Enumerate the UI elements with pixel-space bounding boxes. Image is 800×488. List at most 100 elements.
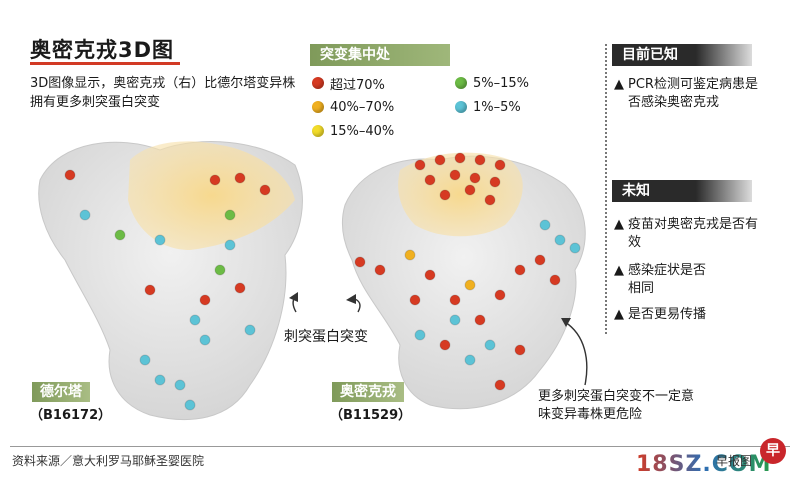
mutation-sphere (184, 399, 196, 411)
mutation-sphere (154, 374, 166, 386)
bullet-triangle-icon: ▲ (614, 77, 624, 92)
legend-item: 40%–70% (312, 98, 394, 116)
omicron-name-badge: 奥密克戎 (332, 382, 404, 402)
bullet-triangle-icon: ▲ (614, 217, 624, 232)
mutation-sphere (354, 256, 366, 268)
mutation-sphere (464, 184, 476, 196)
mutation-sphere (374, 264, 386, 276)
watermark-logo: 18SZ.COM (636, 452, 772, 477)
mutation-sphere (484, 339, 496, 351)
mutation-sphere (199, 294, 211, 306)
delta-code: （B16172） (30, 408, 112, 423)
subtitle: 3D图像显示，奥密克戎（右）比德尔塔变异株拥有更多刺突蛋白突变 (30, 76, 296, 110)
footer-divider (10, 446, 790, 447)
mutation-sphere (474, 154, 486, 166)
mutation-sphere (534, 254, 546, 266)
source-text: 资料来源／意大利罗马耶稣圣婴医院 (12, 454, 205, 468)
legend-item: 5%–15% (455, 74, 529, 92)
mutation-sphere (454, 152, 466, 164)
mutation-sphere (484, 194, 496, 206)
newspaper-badge-icon: 早 (760, 438, 786, 464)
legend-col-2: 5%–15% 1%–5% (455, 74, 529, 116)
mutation-sphere (489, 176, 501, 188)
mutation-sphere (144, 284, 156, 296)
mutation-sphere (434, 154, 446, 166)
mutation-sphere (449, 294, 461, 306)
mutation-sphere (514, 344, 526, 356)
known-item: ▲ PCR检测可鉴定病患是否感染奥密克戎 (614, 76, 774, 112)
legend-dot (455, 101, 467, 113)
legend-item: 15%–40% (312, 122, 394, 140)
mutation-dots (64, 152, 581, 411)
mutation-sphere (174, 379, 186, 391)
mutation-sphere (404, 249, 416, 261)
omicron-yellow-region (398, 152, 523, 237)
delta-protein (38, 141, 303, 420)
legend-col-1: 超过70% 40%–70% 15%–40% (312, 74, 394, 140)
delta-name-badge: 德尔塔 (32, 382, 90, 402)
arrow-right-head (346, 294, 356, 304)
watermark-text: 18SZ.COM (636, 452, 772, 477)
mutation-sphere (424, 174, 436, 186)
mutation-sphere (549, 274, 561, 286)
danger-note: 更多刺突蛋白突变不一定意味变异毒株更危险 (538, 389, 695, 422)
mutation-sphere (244, 324, 256, 336)
legend-dot (312, 101, 324, 113)
mutation-sphere (414, 329, 426, 341)
mutation-sphere (234, 172, 246, 184)
legend-item: 超过70% (312, 74, 394, 93)
credit-text: 早报图 (716, 454, 753, 468)
title-underline (30, 62, 180, 65)
mutation-sphere (494, 379, 506, 391)
unknown-item: ▲ 感染症状是否相同 (614, 262, 774, 298)
mutation-sphere (469, 172, 481, 184)
legend-label: 15%–40% (330, 123, 395, 139)
mutation-sphere (64, 169, 76, 181)
legend-dot (312, 77, 324, 89)
omicron-protein (341, 152, 586, 410)
unknown-heading: 未知 (612, 180, 752, 202)
note-arrow-head (561, 318, 571, 327)
mutation-sphere (494, 159, 506, 171)
mutation-sphere (464, 354, 476, 366)
unknown-item: ▲ 是否更易传播 (614, 306, 774, 324)
mutation-sphere (439, 189, 451, 201)
mutation-sphere (114, 229, 126, 241)
mutation-sphere (414, 159, 426, 171)
spike-mutation-label: 刺突蛋白突变 (284, 329, 368, 345)
known-item-text: PCR检测可鉴定病患是否感染奥密克戎 (628, 77, 758, 110)
unknown-item-text: 感染症状是否相同 (628, 263, 707, 296)
legend-label: 5%–15% (473, 75, 530, 91)
mutation-sphere (214, 264, 226, 276)
mutation-sphere (154, 234, 166, 246)
mutation-sphere (494, 289, 506, 301)
mutation-sphere (209, 174, 221, 186)
mutation-sphere (234, 282, 246, 294)
legend-heading: 突变集中处 (310, 44, 450, 66)
omicron-code: （B11529） (330, 408, 412, 423)
mutation-sphere (474, 314, 486, 326)
mutation-sphere (199, 334, 211, 346)
mutation-sphere (139, 354, 151, 366)
unknown-item-text: 疫苗对奥密克戎是否有效 (628, 217, 759, 250)
mutation-sphere (424, 269, 436, 281)
known-heading: 目前已知 (612, 44, 752, 66)
mutation-sphere (439, 339, 451, 351)
mutation-sphere (259, 184, 271, 196)
legend-dot (312, 125, 324, 137)
mutation-sphere (514, 264, 526, 276)
mutation-sphere (464, 279, 476, 291)
mutation-sphere (449, 169, 461, 181)
legend-item: 1%–5% (455, 98, 529, 116)
bullet-triangle-icon: ▲ (614, 263, 624, 278)
mutation-sphere (79, 209, 91, 221)
legend-label: 1%–5% (473, 99, 521, 115)
mutation-sphere (224, 209, 236, 221)
delta-yellow-region (128, 141, 295, 250)
page-title: 奥密克戎3D图 (30, 38, 175, 62)
legend-label: 超过70% (330, 77, 385, 93)
side-divider (605, 44, 607, 334)
mutation-sphere (539, 219, 551, 231)
mutation-sphere (449, 314, 461, 326)
